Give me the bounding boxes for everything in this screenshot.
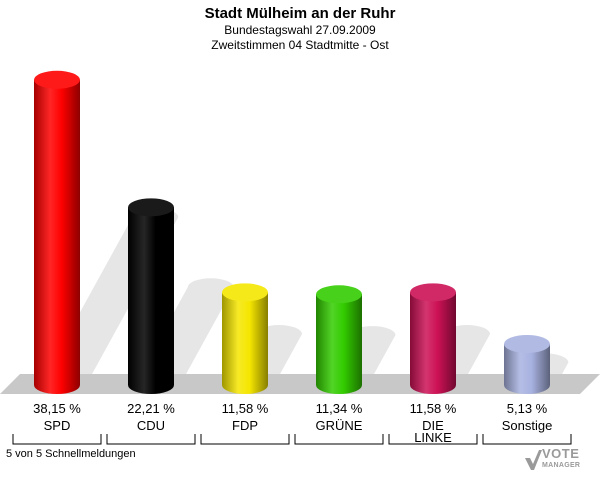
bar-cap-die-linke: [410, 283, 456, 302]
category-label-spd: SPD: [44, 418, 71, 433]
category-label-die-linke: DIE LINKE: [414, 418, 452, 445]
category-bracket-sonstige: [482, 434, 572, 445]
bar-cap-sonstige: [504, 334, 550, 353]
category-bracket-fdp: [200, 434, 290, 445]
bar-sonstige: [504, 343, 550, 394]
bar-cap-spd: [34, 70, 80, 89]
footer-note: 5 von 5 Schnellmeldungen: [6, 448, 136, 460]
chart-subtitle: Bundestagswahl 27.09.2009: [224, 23, 376, 37]
category-bracket-die-linke: [388, 434, 478, 445]
logo-check-icon: [525, 450, 542, 470]
value-label-sonstige: 5,13 %: [507, 401, 548, 416]
chart-subtitle-2: Zweitstimmen 04 Stadtmitte - Ost: [211, 38, 389, 52]
bar-cap-fdp: [222, 283, 268, 302]
logo-text: VOTE: [542, 446, 580, 461]
logo-subtext: MANAGER: [542, 462, 581, 469]
category-bracket-spd: [12, 434, 102, 445]
chart-title: Stadt Mülheim an der Ruhr: [204, 5, 396, 22]
bars: [34, 70, 550, 395]
bar-cap-cdu: [128, 198, 174, 217]
category-label-cdu: CDU: [137, 418, 165, 433]
value-label-fdp: 11,58 %: [222, 401, 269, 416]
category-label-sonstige: Sonstige: [502, 418, 553, 433]
bar-shadows: [40, 208, 569, 385]
category-bracket-cdu: [106, 434, 196, 445]
value-label-die-linke: 11,58 %: [410, 401, 457, 416]
bar-gruene: [316, 294, 362, 394]
bar-cdu: [128, 207, 174, 394]
category-label-gruene: GRÜNE: [316, 418, 363, 433]
value-label-spd: 38,15 %: [33, 401, 81, 416]
bar-die-linke: [410, 292, 456, 394]
bar-cap-gruene: [316, 285, 362, 304]
vote-manager-logo: VOTE MANAGER: [524, 444, 596, 476]
value-label-gruene: 11,34 %: [316, 401, 363, 416]
labels: 38,15 % SPD 22,21 % CDU 11,58 % FDP 11,34 % GRÜ…: [12, 401, 572, 445]
bar-fdp: [222, 292, 268, 394]
category-label-fdp: FDP: [232, 418, 258, 433]
bar-spd: [34, 79, 80, 395]
category-bracket-gruene: [294, 434, 384, 445]
value-label-cdu: 22,21 %: [127, 401, 175, 416]
